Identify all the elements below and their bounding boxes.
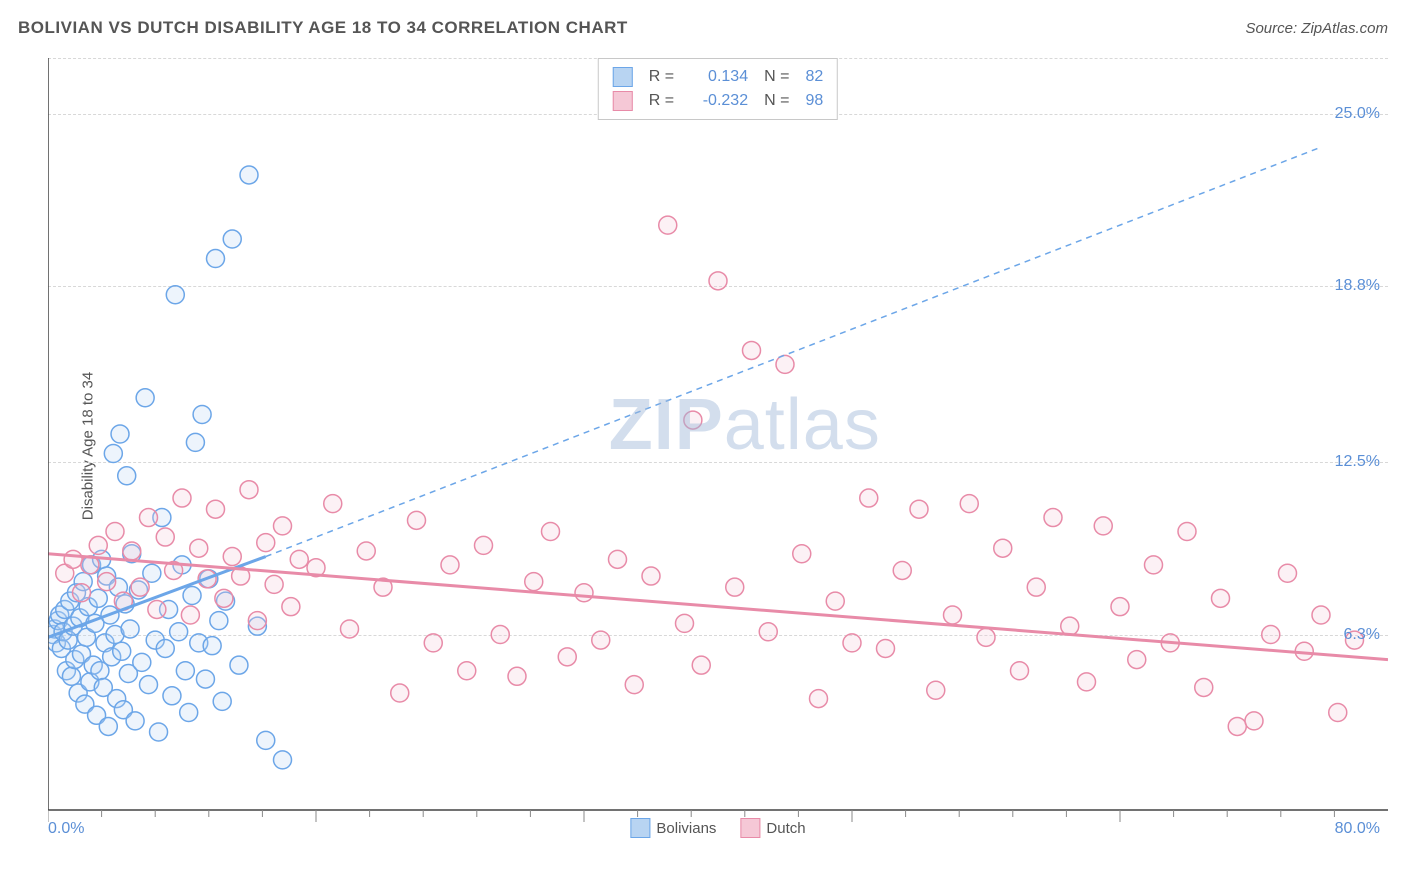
legend-row-bolivians: R = 0.134 N = 82 <box>613 65 823 89</box>
chart-area: ZIPatlas R = 0.134 N = 82 R = -0.232 N =… <box>48 58 1388 838</box>
n-label: N = <box>764 68 789 86</box>
r-label: R = <box>649 68 674 86</box>
legend-item-bolivians: Bolivians <box>630 818 716 838</box>
r-value-dutch: -0.232 <box>690 92 748 110</box>
n-value-dutch: 98 <box>805 92 823 110</box>
y-tick-label: 18.8% <box>1335 277 1380 295</box>
axes <box>48 58 1388 826</box>
n-label: N = <box>764 92 789 110</box>
x-min-label: 0.0% <box>48 820 84 838</box>
y-tick-label: 25.0% <box>1335 105 1380 123</box>
n-value-bolivians: 82 <box>805 68 823 86</box>
correlation-legend: R = 0.134 N = 82 R = -0.232 N = 98 <box>598 58 838 120</box>
chart-source: Source: ZipAtlas.com <box>1245 20 1388 37</box>
legend-row-dutch: R = -0.232 N = 98 <box>613 89 823 113</box>
r-label: R = <box>649 92 674 110</box>
y-tick-label: 12.5% <box>1335 453 1380 471</box>
series-legend: Bolivians Dutch <box>630 818 805 838</box>
x-max-label: 80.0% <box>1335 820 1380 838</box>
swatch-icon <box>740 818 760 838</box>
legend-swatch-dutch <box>613 91 633 111</box>
r-value-bolivians: 0.134 <box>690 68 748 86</box>
chart-header: BOLIVIAN VS DUTCH DISABILITY AGE 18 TO 3… <box>18 18 1388 38</box>
swatch-icon <box>630 818 650 838</box>
legend-label: Bolivians <box>656 820 716 837</box>
y-tick-label: 6.3% <box>1344 626 1380 644</box>
legend-swatch-bolivians <box>613 67 633 87</box>
legend-label: Dutch <box>766 820 805 837</box>
chart-title: BOLIVIAN VS DUTCH DISABILITY AGE 18 TO 3… <box>18 18 628 38</box>
legend-item-dutch: Dutch <box>740 818 805 838</box>
